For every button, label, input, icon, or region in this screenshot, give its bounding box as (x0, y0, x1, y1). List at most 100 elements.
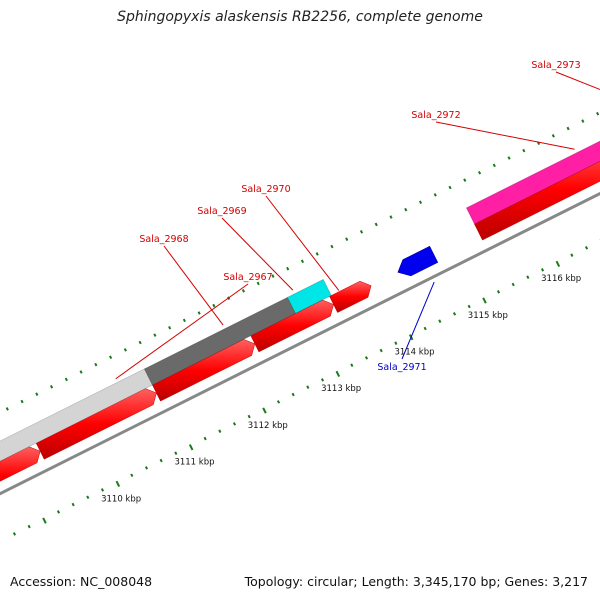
scale-major-tick (335, 370, 341, 378)
outer-tick (359, 230, 364, 234)
scale-label: 3111 kbp (174, 458, 214, 468)
outer-tick (153, 333, 157, 337)
gene-leader-line (555, 71, 600, 91)
scale-minor-tick (364, 356, 369, 360)
scale-major-tick (555, 260, 561, 267)
scale-minor-tick (71, 502, 75, 507)
backbone-layer (0, 191, 600, 496)
scale-major-tick (42, 517, 47, 524)
tick-layer (5, 111, 600, 536)
outer-tick (389, 215, 393, 219)
scale-layer: 3110 kbp 3111 kbp 3112 kbp 3113 kbp 3114 kbp… (101, 274, 581, 504)
scale-minor-tick (130, 473, 134, 478)
outer-tick (5, 407, 9, 411)
genome-title: Sphingopyxis alaskensis RB2256, complete… (117, 9, 483, 25)
outer-tick (566, 126, 570, 131)
outer-tick (551, 134, 555, 138)
outer-tick (418, 200, 423, 205)
scale-minor-tick (526, 275, 530, 279)
scale-major-tick (115, 480, 121, 488)
scale-label: 3110 kbp (101, 494, 141, 504)
scale-minor-tick (570, 253, 574, 257)
cds-feature (329, 280, 372, 313)
outer-tick (596, 111, 600, 116)
scale-minor-tick (540, 268, 545, 272)
cds-feature (474, 160, 600, 241)
scale-minor-tick (306, 385, 310, 389)
scale-minor-tick (203, 436, 207, 441)
outer-tick (581, 119, 585, 123)
scale-minor-tick (467, 304, 471, 309)
scale-major-tick (188, 444, 194, 451)
scale-minor-tick (584, 246, 589, 250)
scale-minor-tick (174, 451, 178, 456)
outer-tick (79, 370, 83, 374)
outer-tick (50, 384, 54, 389)
gene-label: Sala_2971 (377, 362, 426, 373)
gene-feature (397, 245, 439, 277)
outer-tick (448, 185, 452, 190)
scale-minor-tick (159, 458, 163, 463)
gene-label: Sala_2970 (241, 184, 290, 195)
scale-minor-tick (452, 312, 457, 316)
outer-tick (256, 281, 260, 286)
gene-feature (287, 279, 332, 314)
genome-summary: Topology: circular; Length: 3,345,170 bp… (244, 574, 588, 589)
scale-label: 3113 kbp (321, 384, 361, 394)
scale-minor-tick (56, 510, 61, 514)
outer-tick (271, 274, 275, 278)
scale-minor-tick (379, 348, 383, 353)
gene-leader-line (265, 195, 340, 291)
outer-tick (168, 325, 172, 330)
scale-label: 3112 kbp (248, 421, 288, 431)
outer-tick (212, 303, 216, 308)
scale-major-tick (482, 297, 487, 304)
outer-tick (345, 237, 349, 241)
gene-leader-line (115, 283, 249, 380)
accession-label: Accession: NC_008048 (10, 574, 153, 589)
outer-tick (241, 289, 245, 293)
outer-tick (315, 252, 319, 256)
gene-label: Sala_2969 (197, 206, 246, 217)
gene-label: Sala_2973 (531, 60, 580, 71)
outer-tick (507, 156, 511, 160)
gene-label: Sala_2968 (139, 234, 188, 245)
outer-tick (123, 348, 127, 352)
scale-major-tick (262, 407, 267, 414)
scale-minor-tick (394, 341, 398, 345)
scale-minor-tick (232, 422, 237, 426)
outer-tick (138, 340, 142, 345)
outer-tick (300, 259, 305, 264)
scale-minor-tick (320, 378, 325, 382)
genome-backbone (0, 191, 600, 496)
outer-tick (197, 311, 201, 315)
scale-minor-tick (276, 400, 281, 404)
outer-tick (477, 170, 482, 175)
scale-label: 3115 kbp (468, 311, 508, 321)
scale-minor-tick (86, 495, 90, 500)
scale-minor-tick (423, 326, 427, 331)
outer-tick (404, 207, 408, 212)
scale-minor-tick (438, 319, 442, 323)
cds-feature (250, 299, 334, 353)
outer-tick (286, 266, 290, 271)
outer-tick (330, 244, 334, 249)
outer-tick (64, 377, 68, 382)
gene-leader-line (401, 281, 435, 360)
outer-tick (433, 193, 437, 197)
scale-minor-tick (144, 466, 149, 470)
scale-minor-tick (100, 488, 105, 492)
gene-feature (465, 140, 600, 225)
scale-minor-tick (12, 532, 17, 536)
scale-minor-tick (496, 290, 501, 294)
gene-label: Sala_2967 (223, 272, 272, 283)
feature-layer (0, 140, 600, 482)
outer-tick (182, 318, 186, 323)
scale-minor-tick (247, 414, 251, 419)
outer-tick (35, 392, 39, 396)
scale-minor-tick (291, 392, 295, 397)
gene-leader-line (221, 217, 294, 291)
label-layer: Sala_2967 Sala_2968 Sala_2969 Sala_2970 Sala… (115, 60, 600, 380)
